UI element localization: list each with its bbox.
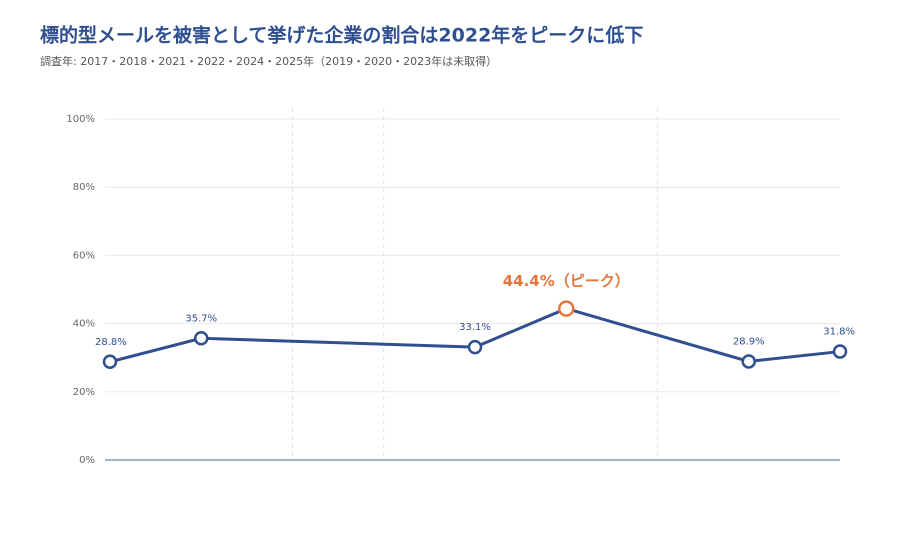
y-tick-label: 100% xyxy=(66,114,95,125)
value-label: 28.8% xyxy=(95,337,127,348)
value-label: 35.7% xyxy=(185,313,217,324)
value-label: 28.9% xyxy=(733,336,765,347)
point xyxy=(194,331,209,346)
point xyxy=(741,354,756,369)
point xyxy=(832,344,848,359)
point xyxy=(102,354,118,370)
chart-title: 標的型メールを被害として挙げた企業の割合は2022年をピークに低下 xyxy=(40,24,643,47)
value-label: 31.8% xyxy=(823,327,855,338)
peak-point xyxy=(558,300,575,317)
line xyxy=(109,307,841,364)
point xyxy=(467,339,483,355)
y-tick-label: 40% xyxy=(73,319,95,330)
y-tick-label: 20% xyxy=(73,387,95,398)
value-label: 33.1% xyxy=(459,322,491,333)
y-tick-label: 60% xyxy=(73,250,95,261)
chart-subtitle: 調査年: 2017・2018・2021・2022・2024・2025年（2019… xyxy=(40,54,497,68)
y-tick-label: 80% xyxy=(73,182,95,193)
y-tick-label: 0% xyxy=(79,455,95,466)
peak-label: 44.4%（ピーク） xyxy=(503,272,630,290)
